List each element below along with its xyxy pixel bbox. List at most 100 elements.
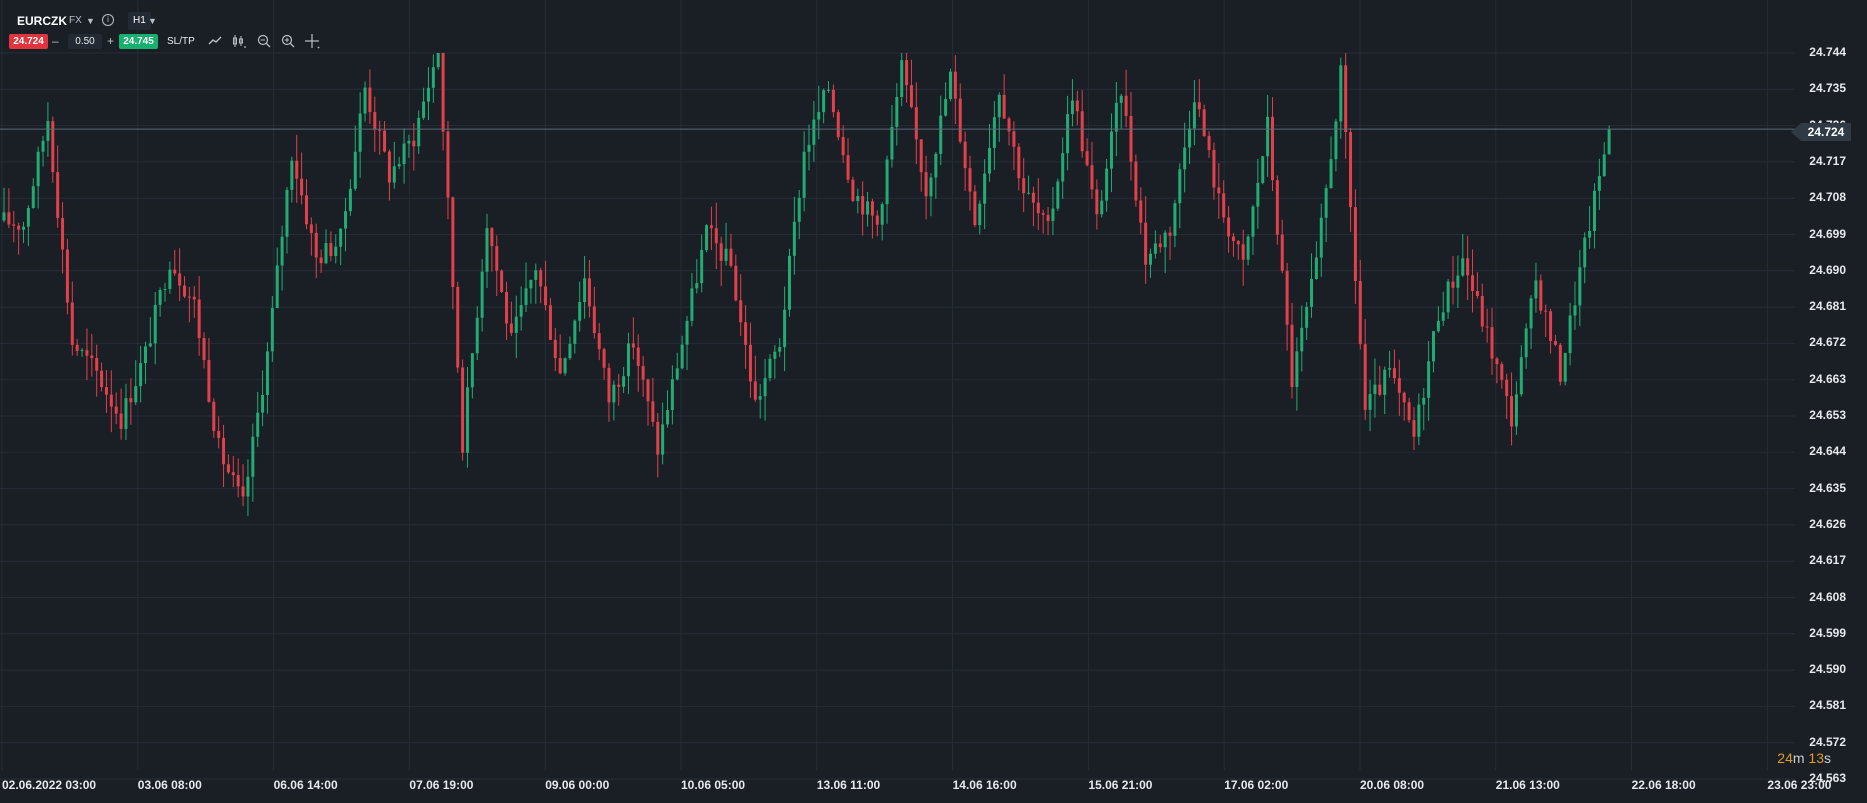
bearish-candle <box>1046 214 1050 222</box>
bullish-candle <box>1436 320 1440 332</box>
chevron-down-icon[interactable]: ▼ <box>86 16 95 26</box>
bearish-candle <box>968 168 972 192</box>
bearish-candle <box>456 286 460 368</box>
bullish-candle <box>763 378 767 397</box>
bearish-candle <box>1500 364 1504 380</box>
bearish-candle <box>368 87 372 113</box>
zoom-in-icon[interactable] <box>280 33 296 49</box>
bearish-candle <box>1227 217 1231 237</box>
bullish-candle <box>392 166 396 183</box>
bullish-candle <box>680 344 684 369</box>
bearish-candle <box>119 413 123 429</box>
bullish-candle <box>885 159 889 205</box>
bullish-candle <box>578 302 582 321</box>
bearish-candle <box>714 228 718 244</box>
bearish-candle <box>12 224 16 226</box>
zoom-out-icon[interactable] <box>256 33 272 49</box>
bullish-candle <box>997 94 1001 118</box>
bullish-candle <box>1109 131 1113 169</box>
bullish-candle <box>1563 353 1567 382</box>
bullish-candle <box>1431 331 1435 362</box>
bullish-candle <box>705 225 709 251</box>
decrease-quantity-button[interactable]: – <box>52 34 59 48</box>
current-price-tag: 24.724 <box>1801 123 1851 141</box>
bullish-candle <box>1578 267 1582 306</box>
market-label[interactable]: FX <box>69 15 82 26</box>
bullish-candle <box>265 351 269 396</box>
bullish-candle <box>690 288 694 321</box>
sltp-button[interactable]: SL/TP <box>167 36 195 47</box>
bullish-candle <box>573 320 577 344</box>
time-tick-label: 22.06 18:00 <box>1631 778 1696 792</box>
time-tick-label: 10.06 05:00 <box>681 778 746 792</box>
crosshair-icon[interactable] <box>304 33 320 49</box>
bearish-candle <box>90 355 94 359</box>
bearish-candle <box>1505 379 1509 397</box>
bullish-candle <box>768 358 772 379</box>
bearish-candle <box>1378 384 1382 395</box>
bearish-candle <box>1124 95 1128 117</box>
price-tick-label: 24.635 <box>1809 480 1846 495</box>
bullish-candle <box>695 283 699 289</box>
bearish-candle <box>1397 378 1401 393</box>
price-tick-label: 24.644 <box>1809 444 1846 459</box>
bullish-candle <box>1373 384 1377 395</box>
symbol-label[interactable]: EURCZK <box>17 14 67 28</box>
bullish-candle <box>402 143 406 165</box>
bullish-candle <box>124 398 128 429</box>
interval-chevron-down-icon[interactable]: ▼ <box>148 16 157 26</box>
increase-quantity-button[interactable]: + <box>107 34 115 48</box>
bearish-candle <box>953 71 957 99</box>
bullish-candle <box>856 195 860 201</box>
chart-toolbar: EURCZK FX ▼ i H1 ▼ 24.724 – 0.50 + 24.74… <box>0 0 1867 56</box>
bullish-candle <box>470 353 474 388</box>
price-tick-label: 24.653 <box>1809 408 1846 422</box>
bearish-candle <box>1553 341 1557 345</box>
bearish-candle <box>1012 131 1016 147</box>
line-chart-icon[interactable] <box>207 33 223 49</box>
bullish-candle <box>80 350 84 352</box>
bearish-candle <box>1270 116 1274 181</box>
bearish-candle <box>963 141 967 169</box>
info-icon[interactable]: i <box>102 14 114 26</box>
bullish-candle <box>1573 305 1577 316</box>
buy-button[interactable]: 24.745 <box>119 34 158 49</box>
bullish-candle <box>1461 258 1465 276</box>
bullish-candle <box>285 189 289 237</box>
candle-type-icon[interactable] <box>231 33 247 49</box>
bullish-candle <box>1183 147 1187 170</box>
sell-button[interactable]: 24.724 <box>9 34 48 49</box>
bullish-candle <box>417 117 421 147</box>
quantity-input[interactable]: 0.50 <box>68 34 102 49</box>
bearish-candle <box>1017 146 1021 179</box>
time-tick-label: 23.06 23:00 <box>1767 778 1832 792</box>
bearish-candle <box>1544 310 1548 312</box>
bearish-candle <box>1451 281 1455 288</box>
bullish-candle <box>1441 312 1445 321</box>
bearish-candle <box>173 269 177 274</box>
bearish-candle <box>319 257 323 264</box>
bullish-candle <box>978 203 982 226</box>
bearish-candle <box>719 243 723 261</box>
bearish-candle <box>1080 111 1084 152</box>
bearish-candle <box>85 350 89 356</box>
bearish-candle <box>548 305 552 340</box>
bearish-candle <box>7 212 11 225</box>
bullish-candle <box>353 151 357 189</box>
interval-select[interactable]: H1 <box>128 12 151 30</box>
bullish-candle <box>290 160 294 190</box>
price-tick-label: 24.572 <box>1809 734 1846 749</box>
bullish-candle <box>348 188 352 212</box>
bullish-candle <box>46 121 50 141</box>
bearish-candle <box>495 246 499 271</box>
bullish-candle <box>1568 315 1572 354</box>
bearish-candle <box>329 243 333 256</box>
time-tick-label: 20.06 08:00 <box>1360 778 1425 792</box>
bullish-candle <box>890 126 894 160</box>
bullish-candle <box>1319 217 1323 258</box>
bullish-candle <box>139 363 143 387</box>
bullish-candle <box>1105 168 1109 201</box>
bullish-candle <box>1051 208 1055 222</box>
bullish-candle <box>1066 114 1070 154</box>
